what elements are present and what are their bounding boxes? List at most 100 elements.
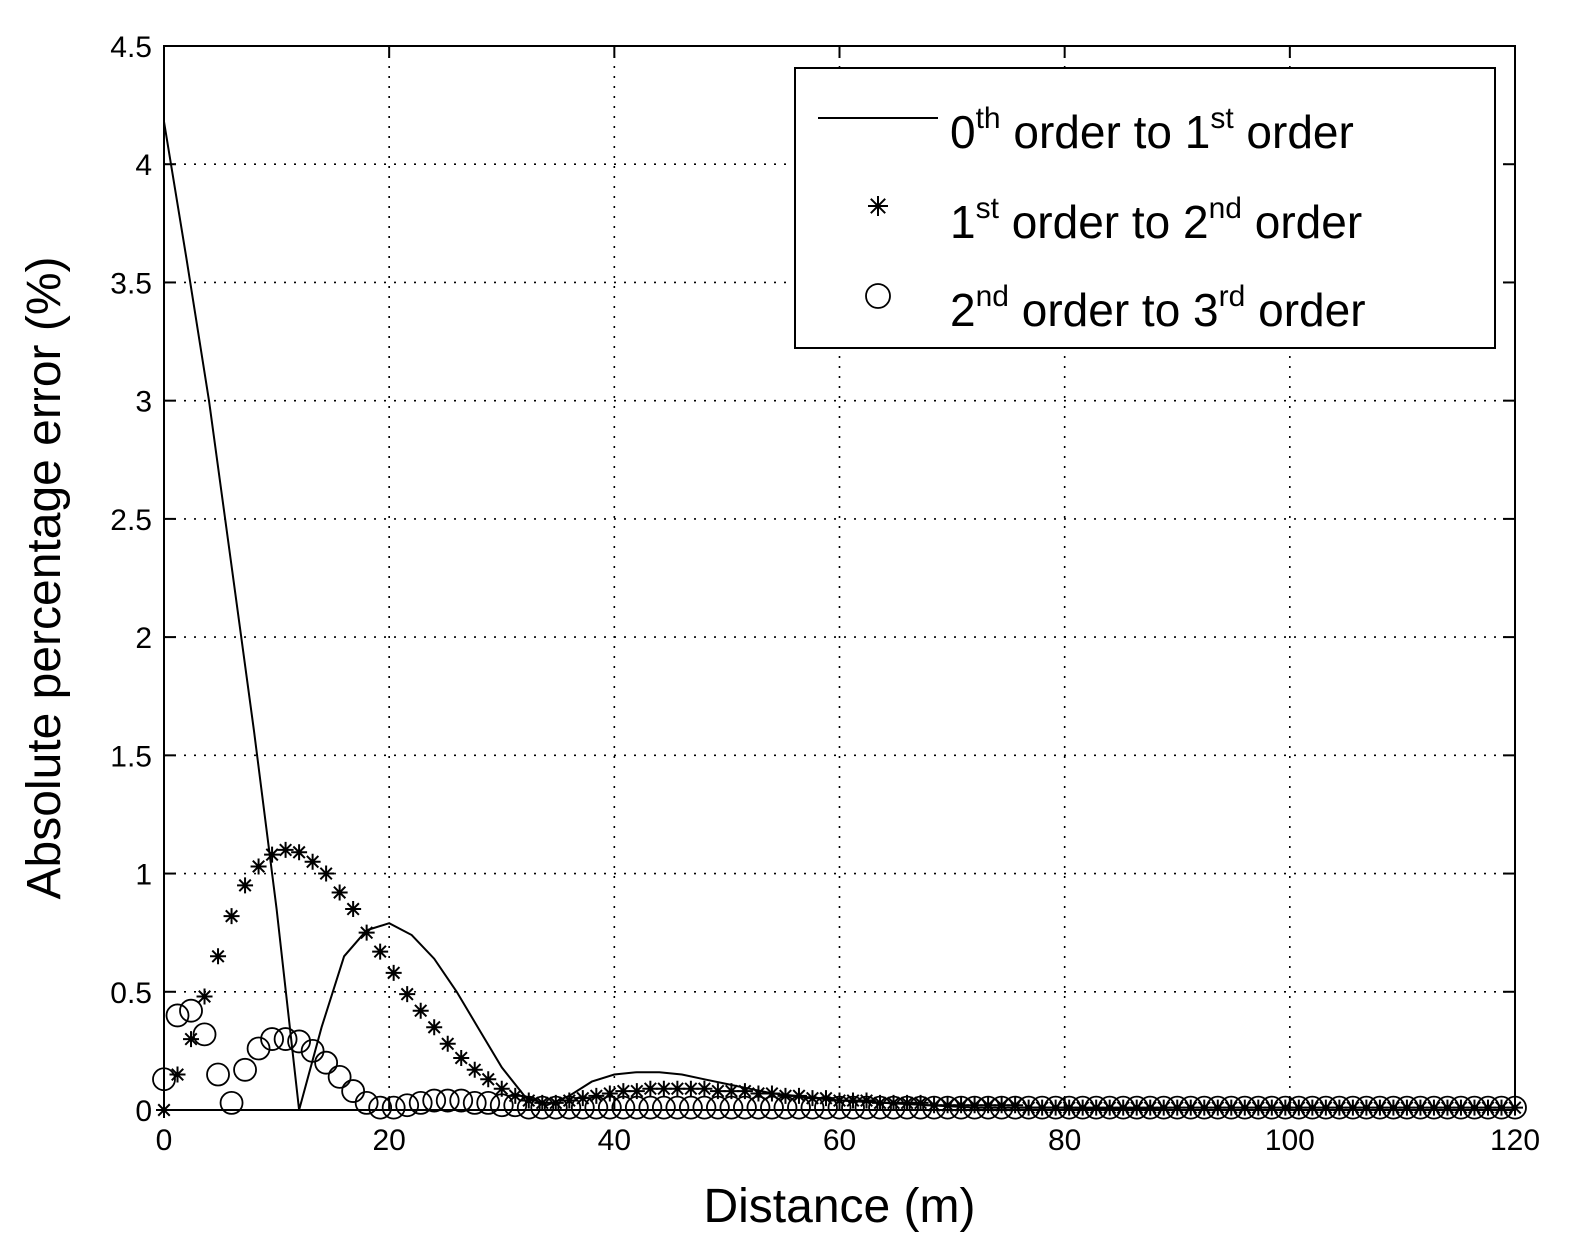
circle-marker [719,1095,744,1120]
circle-marker [462,1091,487,1115]
circle-marker [1232,1095,1257,1120]
circle-marker [949,1095,973,1120]
circle-marker [354,1091,379,1115]
star-marker [210,948,227,965]
star-marker [682,1080,699,1097]
y-tick-label: 1 [135,859,152,892]
star-marker [1317,1099,1334,1116]
star-marker [615,1083,632,1100]
star-marker [534,1094,551,1111]
legend-star-sample [868,196,888,216]
y-tick-label: 3.5 [110,267,152,300]
circle-marker [1043,1095,1068,1120]
star-marker [1061,1099,1078,1116]
y-axis-title: Absolute percentage error (%) [18,257,71,900]
star-marker [358,924,375,941]
star-marker [1277,1099,1294,1116]
star-marker [237,877,254,894]
star-marker [1304,1099,1321,1116]
star-marker [372,943,389,960]
circle-marker [1435,1095,1460,1120]
star-marker [1034,1099,1051,1116]
star-marker [1128,1099,1145,1116]
star-marker [304,853,321,870]
star-marker [291,844,308,861]
circle-marker [287,1029,312,1054]
circle-marker [706,1095,730,1120]
x-tick-label: 100 [1265,1124,1315,1157]
circle-marker [733,1095,757,1120]
circle-marker [922,1095,946,1120]
circle-marker [611,1095,636,1120]
star-marker [1223,1099,1240,1116]
circle-marker [651,1095,676,1120]
circle-marker [219,1091,244,1115]
circle-marker [1422,1095,1446,1120]
star-marker [331,884,348,901]
star-marker [1115,1099,1132,1116]
circle-marker [327,1064,352,1089]
axis-ticks: 0 20 40 60 80 100 120 0 0.5 1 1.5 2 2.5 3 3.5 4 4.5 [110,31,1540,1157]
star-marker [453,1049,470,1066]
circle-marker [989,1095,1014,1120]
circle-marker [260,1027,284,1051]
circle-marker [395,1093,420,1118]
circle-marker [1070,1095,1095,1120]
star-marker [750,1085,767,1102]
star-marker [1466,1099,1483,1116]
circle-marker [814,1095,838,1120]
star-marker [845,1092,862,1109]
circle-marker [787,1095,811,1120]
circle-marker [192,1022,217,1047]
y-tick-label: 2.5 [110,504,152,537]
star-marker [196,988,213,1005]
star-marker [709,1083,726,1100]
circle-marker [408,1091,433,1115]
circle-marker [341,1079,366,1103]
circle-marker [1165,1095,1190,1120]
star-marker [1412,1099,1429,1116]
star-marker [1371,1099,1388,1116]
circle-marker [678,1095,703,1120]
circle-marker [1273,1095,1298,1120]
star-marker [1358,1099,1375,1116]
circle-marker [1368,1095,1392,1120]
circle-marker [1057,1095,1082,1120]
circle-marker [1395,1095,1419,1120]
circle-marker [1246,1095,1271,1120]
circle-marker [1449,1095,1473,1120]
circle-marker [746,1095,771,1120]
circle-marker [854,1095,879,1120]
circle-marker [422,1088,447,1113]
star-marker [1331,1099,1348,1116]
star-marker [1385,1099,1402,1116]
star-marker [385,964,402,981]
star-marker [1344,1099,1361,1116]
circle-marker [827,1095,852,1120]
circle-marker [1016,1095,1041,1120]
circle-marker [1178,1095,1203,1120]
series-layer [152,121,1527,1120]
y-tick-label: 2 [135,622,152,655]
star-marker [466,1061,483,1078]
star-marker [399,986,416,1003]
star-marker [493,1080,510,1097]
star-marker [1452,1099,1469,1116]
star-marker [885,1094,902,1111]
circle-marker [1462,1095,1487,1120]
star-marker [1142,1099,1159,1116]
star-marker [1101,1099,1118,1116]
star-marker [1250,1099,1267,1116]
legend: 0th order to 1st order 1st order to 2nd o… [794,67,1496,349]
circle-marker [381,1095,406,1120]
star-marker [277,841,294,858]
star-marker [872,1094,889,1111]
star-marker [980,1097,997,1114]
circle-marker [868,1095,892,1120]
circle-marker [1097,1095,1122,1120]
star-marker [804,1090,821,1107]
series-2 [152,998,1527,1120]
star-marker [1209,1099,1226,1116]
circle-marker [179,998,203,1023]
